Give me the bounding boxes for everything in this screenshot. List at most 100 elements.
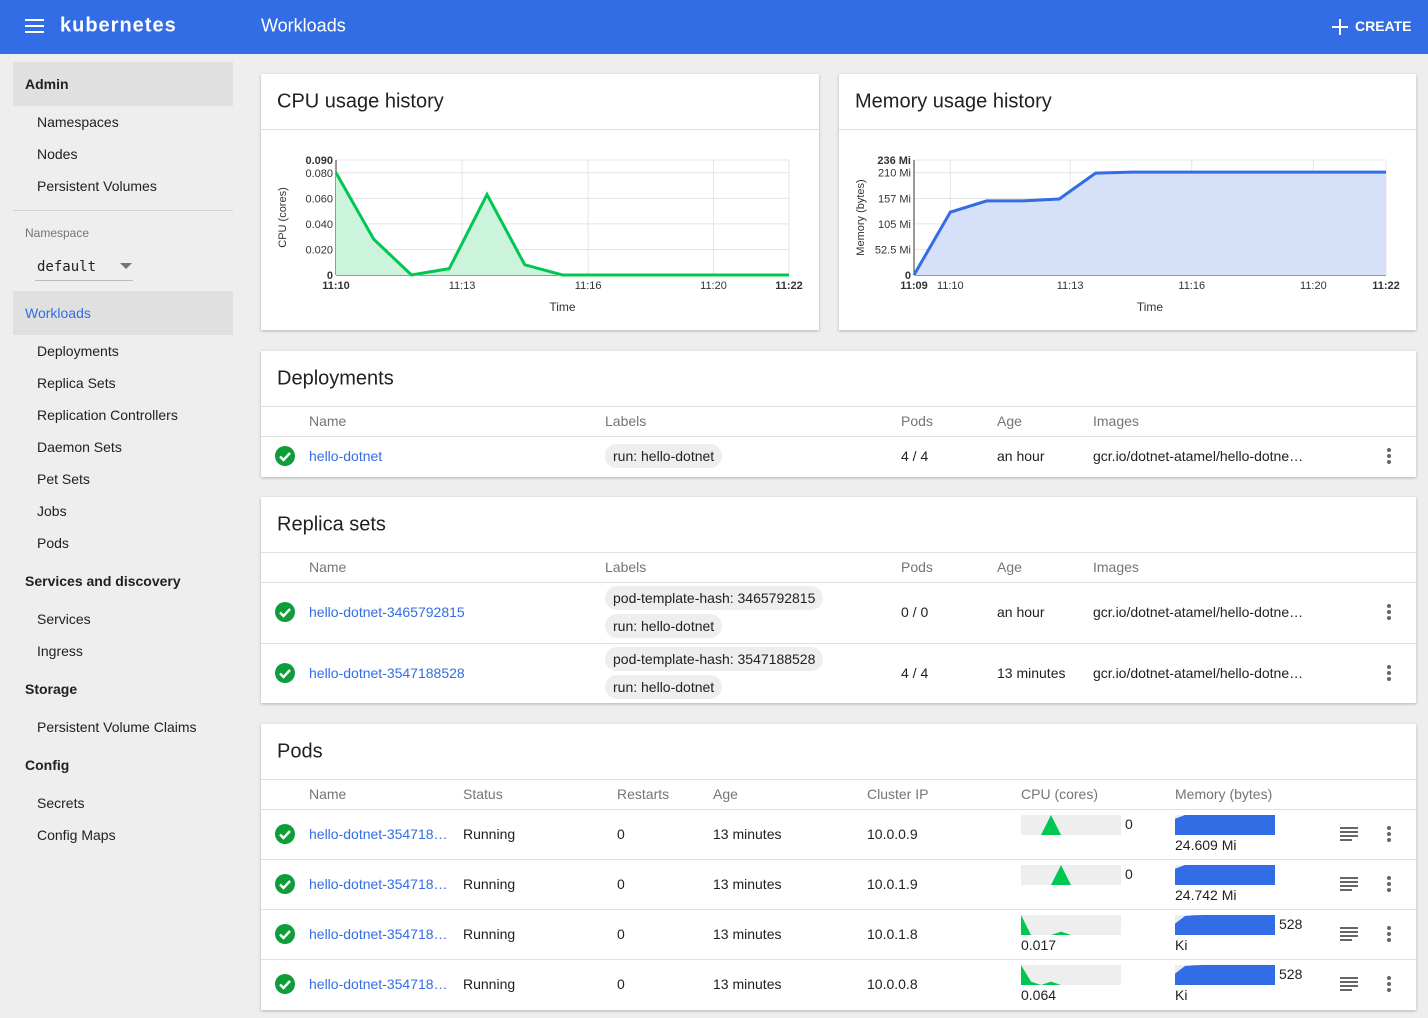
create-button[interactable]: CREATE <box>1355 18 1412 34</box>
cluster-ip: 10.0.0.9 <box>867 826 918 842</box>
brand[interactable]: kubernetes <box>60 14 177 37</box>
x-tick-label: 11:09 <box>900 280 928 292</box>
sidebar: Admin Namespaces Nodes Persistent Volumes Na… <box>0 54 248 1018</box>
x-tick-label: 11:20 <box>1300 280 1327 292</box>
column-header: Name <box>309 413 347 429</box>
nav-item[interactable]: Services <box>37 611 91 627</box>
column-header: Pods <box>901 559 933 575</box>
name-link[interactable]: hello-dotnet-3465792815 <box>309 604 465 621</box>
column-header: Restarts <box>617 786 670 802</box>
cpu-value: 0.064 <box>1021 987 1057 1004</box>
sparkline <box>1175 915 1275 936</box>
check <box>279 668 291 679</box>
label-chip: pod-template-hash: 3547188528 <box>605 646 824 671</box>
sparkline <box>1175 865 1275 886</box>
logs-button[interactable] <box>1340 977 1358 991</box>
nav-section[interactable]: Services and discovery <box>25 573 181 589</box>
divider <box>261 809 1416 810</box>
namespace-select[interactable]: default <box>37 259 97 275</box>
status-icon <box>275 924 295 944</box>
bar <box>1340 835 1358 837</box>
dot <box>1387 604 1391 609</box>
nav-item[interactable]: Nodes <box>37 146 78 162</box>
x-tick-label: 11:20 <box>700 280 727 292</box>
menu-button[interactable] <box>1386 925 1392 943</box>
nav-section[interactable]: Workloads <box>25 305 91 321</box>
nav-item[interactable]: Secrets <box>37 795 85 811</box>
menu-button[interactable] <box>1386 603 1392 621</box>
menu-button[interactable] <box>1386 664 1392 682</box>
nav-item[interactable]: Jobs <box>37 503 67 519</box>
label-chip: run: hello-dotnet <box>605 614 723 639</box>
bar <box>1340 981 1358 983</box>
status-icon <box>275 662 295 683</box>
nav-item[interactable]: Ingress <box>37 643 83 659</box>
bar <box>1340 877 1358 879</box>
circle <box>275 602 295 623</box>
menu-button[interactable] <box>1386 975 1392 993</box>
age: 13 minutes <box>713 826 782 842</box>
dot <box>1387 454 1391 458</box>
dot <box>1387 832 1391 836</box>
column-header: Age <box>713 786 738 802</box>
nav-item[interactable]: Persistent Volume Claims <box>37 719 197 735</box>
logs-button[interactable] <box>1340 927 1358 941</box>
nav-item[interactable]: Namespaces <box>37 114 119 130</box>
circle <box>275 446 295 466</box>
divider <box>13 210 233 211</box>
check <box>279 980 291 990</box>
spark-area <box>1175 965 1275 986</box>
status: Running <box>463 826 516 842</box>
images: gcr.io/dotnet-atamel/hello-dotne… <box>1093 664 1304 681</box>
menu-icon[interactable] <box>25 17 45 37</box>
menu-button[interactable] <box>1386 447 1392 465</box>
nav-item[interactable]: Persistent Volumes <box>37 178 157 194</box>
logs-button[interactable] <box>1340 827 1358 841</box>
dropdown-arrow[interactable] <box>120 263 132 271</box>
name-link[interactable]: hello-dotnet-354718… <box>309 826 448 842</box>
circle <box>275 874 295 894</box>
name-link[interactable]: hello-dotnet-354718… <box>309 926 448 942</box>
logs-button[interactable] <box>1340 877 1358 891</box>
spark-bg <box>1175 915 1275 936</box>
card-title: Pods <box>277 740 323 763</box>
header: kubernetes Workloads CREATE <box>0 0 1428 54</box>
line <box>912 170 1386 276</box>
nav-item[interactable]: Pet Sets <box>37 471 90 487</box>
spark-area <box>1021 915 1121 936</box>
cpu-cell: 0 <box>1021 814 1156 836</box>
label-chip: run: hello-dotnet <box>605 674 723 699</box>
arrow <box>120 263 132 269</box>
menu-button[interactable] <box>1386 875 1392 893</box>
nav-item[interactable]: Config Maps <box>37 827 116 843</box>
spark-area <box>1175 815 1275 836</box>
name-link[interactable]: hello-dotnet-3547188528 <box>309 664 465 681</box>
restarts: 0 <box>617 826 625 842</box>
nav-section[interactable]: Admin <box>25 76 69 92</box>
column-header: Cluster IP <box>867 786 929 802</box>
spark-area <box>1175 915 1275 936</box>
nav-item[interactable]: Pods <box>37 535 69 551</box>
menu-button[interactable] <box>1386 825 1392 843</box>
memory-cell: 24.742 Mi <box>1175 864 1310 905</box>
name-link[interactable]: hello-dotnet-354718… <box>309 976 448 992</box>
y-axis-label: Memory (bytes) <box>855 179 867 255</box>
restarts: 0 <box>617 876 625 892</box>
name-link[interactable]: hello-dotnet-354718… <box>309 876 448 892</box>
y-tick-label: 0.080 <box>305 168 333 180</box>
nav-item[interactable]: Daemon Sets <box>37 439 122 455</box>
name-link[interactable]: hello-dotnet <box>309 448 383 464</box>
plus-icon[interactable] <box>1331 18 1349 36</box>
nav-item[interactable]: Replica Sets <box>37 375 116 391</box>
dot <box>1387 888 1391 892</box>
bar <box>1340 839 1352 841</box>
nav-section[interactable]: Config <box>25 757 70 773</box>
chart: 11:10 11:13 11:16 11:20 11:22 0 0.020 0.040 0.06… <box>277 155 803 314</box>
nav-item[interactable]: Deployments <box>37 343 119 359</box>
nav-item[interactable]: Replication Controllers <box>37 407 178 423</box>
nav-section[interactable]: Storage <box>25 681 78 697</box>
area <box>336 172 789 275</box>
spark-bg <box>1021 965 1121 986</box>
divider <box>261 779 1416 780</box>
dot <box>1387 448 1391 452</box>
